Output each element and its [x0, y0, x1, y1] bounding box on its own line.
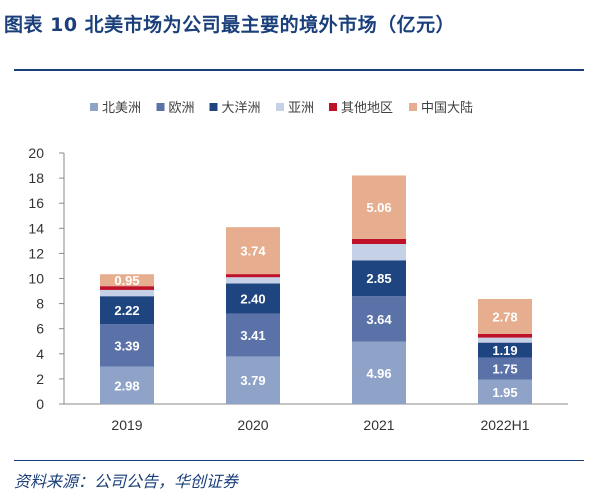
bar-segment [226, 283, 280, 314]
bar-segment [478, 357, 532, 380]
bar-segment [100, 274, 154, 287]
bar-segment [478, 342, 532, 358]
data-label: 3.74 [240, 244, 266, 259]
x-tick-label: 2020 [237, 417, 268, 433]
data-label: 2.78 [492, 309, 517, 324]
source-note: 资料来源：公司公告，华创证券 [14, 472, 239, 491]
data-label: 1.95 [492, 385, 517, 400]
bar-segment [100, 366, 154, 404]
data-label: 1.75 [492, 362, 517, 377]
y-tick-label: 6 [36, 321, 44, 337]
y-tick-label: 14 [28, 220, 44, 236]
x-tick-label: 2022H1 [480, 417, 529, 433]
bar-segment [100, 296, 154, 325]
data-label: 3.64 [366, 312, 392, 327]
y-tick-label: 0 [36, 396, 44, 412]
legend-item: 大洋洲 [222, 101, 261, 116]
data-label: 4.96 [366, 366, 391, 381]
y-tick-label: 16 [28, 195, 44, 211]
bar-segment [478, 379, 532, 404]
x-tick-label: 2021 [363, 417, 394, 433]
bar-segment [352, 260, 406, 297]
bar-segment [478, 333, 532, 338]
y-tick-label: 20 [28, 145, 44, 161]
bar-segment [352, 243, 406, 261]
data-label: 0.95 [114, 273, 139, 288]
legend-swatch [209, 103, 218, 111]
source-divider [14, 460, 584, 461]
legend-item: 欧洲 [169, 101, 195, 116]
legend-swatch [90, 103, 98, 111]
data-label: 5.06 [366, 200, 391, 215]
y-tick-label: 12 [28, 245, 44, 261]
y-tick-label: 10 [28, 271, 44, 287]
bar-segment [226, 356, 280, 404]
legend-item: 中国大陆 [421, 100, 473, 116]
bar-segment [352, 175, 406, 239]
y-tick-label: 4 [36, 346, 44, 362]
bar-segment [100, 289, 154, 297]
data-label: 2.40 [240, 292, 265, 307]
stacked-bar-chart: 北美洲 欧洲 大洋洲 亚洲 其他地区 中国大陆 0 2 4 6 8 10 12 14 16 18 20 2.9… [28, 100, 568, 433]
legend: 北美洲 欧洲 大洋洲 亚洲 其他地区 中国大陆 [90, 100, 473, 116]
legend-swatch [276, 103, 284, 111]
bar-segment [226, 274, 280, 278]
y-tick-label: 18 [28, 170, 44, 186]
data-label: 2.85 [366, 271, 391, 286]
x-tick-label: 2019 [111, 417, 142, 433]
bars: 2.98 3.39 2.22 0.95 2019 3.79 3.41 2.40 3.74 2020… [100, 175, 532, 433]
bar-segment [226, 227, 280, 275]
y-tick-label: 8 [36, 296, 44, 312]
legend-item: 北美洲 [102, 101, 141, 116]
data-label: 3.79 [240, 373, 265, 388]
data-label: 3.41 [240, 328, 265, 343]
title-divider [14, 69, 584, 71]
y-tick-label: 2 [36, 371, 44, 387]
bar-segment [100, 324, 154, 367]
chart-title: 图表 10 北美市场为公司最主要的境外市场（亿元） [4, 14, 456, 36]
legend-swatch [329, 103, 337, 111]
data-label: 2.22 [114, 303, 139, 318]
data-label: 3.39 [114, 338, 139, 353]
bar-segment [226, 313, 280, 357]
bar-segment [226, 277, 280, 284]
data-label: 2.98 [114, 378, 139, 393]
legend-item: 亚洲 [288, 101, 314, 116]
data-label: 1.19 [492, 343, 517, 358]
legend-item: 其他地区 [341, 101, 393, 116]
legend-swatch [156, 103, 165, 111]
bar-segment [100, 286, 154, 290]
bar-segment [478, 337, 532, 343]
bar-segment [352, 341, 406, 404]
bar-segment [478, 298, 532, 334]
bar-segment [352, 238, 406, 244]
legend-swatch [409, 103, 417, 111]
bar-segment [352, 296, 406, 342]
